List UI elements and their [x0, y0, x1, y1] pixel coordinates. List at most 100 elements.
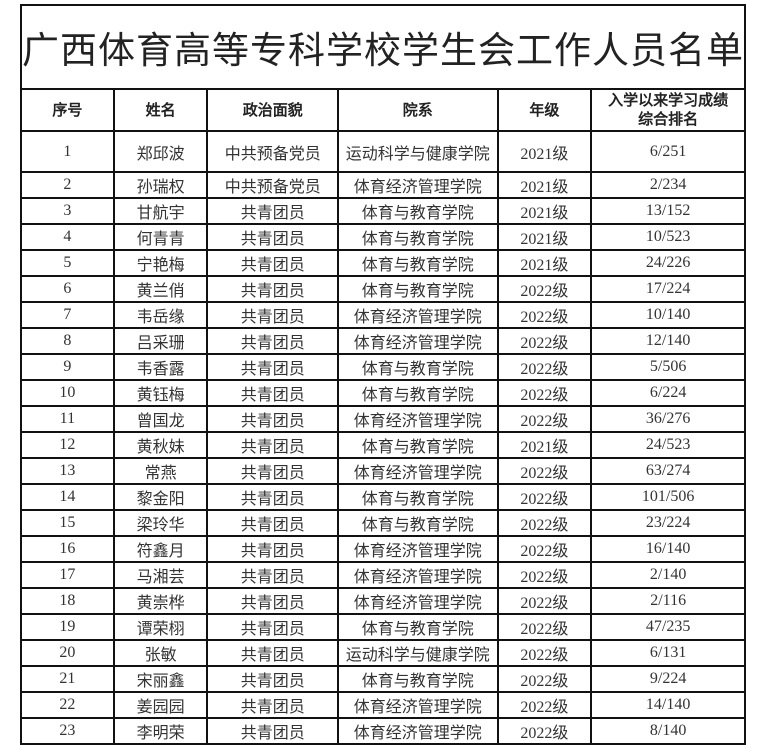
cell-political-status: 共青团员: [206, 665, 340, 693]
cell-name: 曾国龙: [112, 405, 209, 433]
table-row: 5 宁艳梅 共青团员 体育与教育学院 2021级 24/226: [20, 249, 746, 277]
table-row: 22 姜园园 共青团员 体育经济管理学院 2022级 14/140: [20, 691, 746, 719]
table-row: 23 李明荣 共青团员 体育经济管理学院 2022级 8/140: [20, 717, 746, 745]
cell-department: 体育经济管理学院: [337, 457, 499, 485]
cell-department: 运动科学与健康学院: [337, 639, 499, 667]
table-row: 1 郑邱波 中共预备党员 运动科学与健康学院 2021级 6/251: [20, 130, 746, 173]
cell-department: 体育经济管理学院: [337, 561, 499, 589]
cell-ranking: 5/506: [590, 353, 746, 381]
cell-grade: 2022级: [496, 405, 593, 433]
table-row: 3 甘航宇 共青团员 体育与教育学院 2021级 13/152: [20, 197, 746, 225]
table-row: 7 韦岳缘 共青团员 体育经济管理学院 2022级 10/140: [20, 301, 746, 329]
cell-department: 体育经济管理学院: [337, 301, 499, 329]
cell-grade: 2022级: [496, 613, 593, 641]
cell-index: 2: [20, 171, 115, 199]
table-row: 12 黄秋妹 共青团员 体育与教育学院 2021级 24/523: [20, 431, 746, 459]
cell-grade: 2022级: [496, 327, 593, 355]
cell-political-status: 共青团员: [206, 249, 340, 277]
cell-grade: 2022级: [496, 509, 593, 537]
cell-index: 10: [20, 379, 115, 407]
cell-ranking: 14/140: [590, 691, 746, 719]
table-row: 2 孙瑞权 中共预备党员 体育经济管理学院 2021级 2/234: [20, 171, 746, 199]
cell-name: 符鑫月: [112, 535, 209, 563]
cell-political-status: 共青团员: [206, 717, 340, 745]
cell-department: 体育与教育学院: [337, 379, 499, 407]
cell-ranking: 2/234: [590, 171, 746, 199]
cell-grade: 2022级: [496, 665, 593, 693]
cell-grade: 2022级: [496, 561, 593, 589]
document-title: 广西体育高等专科学校学生会工作人员名单: [20, 4, 746, 88]
table-row: 4 何青青 共青团员 体育与教育学院 2021级 10/523: [20, 223, 746, 251]
cell-political-status: 共青团员: [206, 639, 340, 667]
cell-political-status: 共青团员: [206, 223, 340, 251]
cell-department: 体育经济管理学院: [337, 535, 499, 563]
cell-index: 12: [20, 431, 115, 459]
cell-index: 9: [20, 353, 115, 381]
cell-index: 11: [20, 405, 115, 433]
cell-index: 8: [20, 327, 115, 355]
cell-department: 体育与教育学院: [337, 483, 499, 511]
cell-index: 20: [20, 639, 115, 667]
cell-name: 吕采珊: [112, 327, 209, 355]
cell-name: 张敏: [112, 639, 209, 667]
cell-grade: 2022级: [496, 483, 593, 511]
cell-ranking: 16/140: [590, 535, 746, 563]
cell-ranking: 6/224: [590, 379, 746, 407]
cell-ranking: 17/224: [590, 275, 746, 303]
cell-ranking: 24/226: [590, 249, 746, 277]
cell-department: 体育经济管理学院: [337, 587, 499, 615]
cell-index: 17: [20, 561, 115, 589]
cell-index: 18: [20, 587, 115, 615]
cell-department: 体育经济管理学院: [337, 691, 499, 719]
table-header-row: 序号 姓名 政治面貌 院系 年级 入学以来学习成绩综合排名: [20, 88, 746, 132]
cell-name: 宋丽鑫: [112, 665, 209, 693]
cell-department: 体育与教育学院: [337, 665, 499, 693]
cell-department: 体育与教育学院: [337, 197, 499, 225]
cell-political-status: 共青团员: [206, 457, 340, 485]
cell-index: 1: [20, 130, 115, 173]
header-grade: 年级: [496, 88, 593, 132]
table-row: 20 张敏 共青团员 运动科学与健康学院 2022级 6/131: [20, 639, 746, 667]
cell-name: 李明荣: [112, 717, 209, 745]
cell-ranking: 12/140: [590, 327, 746, 355]
cell-political-status: 共青团员: [206, 535, 340, 563]
member-table: 序号 姓名 政治面貌 院系 年级 入学以来学习成绩综合排名 1 郑邱波 中共预备党员…: [20, 88, 746, 745]
table-row: 16 符鑫月 共青团员 体育经济管理学院 2022级 16/140: [20, 535, 746, 563]
cell-political-status: 共青团员: [206, 301, 340, 329]
cell-name: 黄兰俏: [112, 275, 209, 303]
cell-grade: 2022级: [496, 457, 593, 485]
cell-name: 何青青: [112, 223, 209, 251]
table-row: 11 曾国龙 共青团员 体育经济管理学院 2022级 36/276: [20, 405, 746, 433]
cell-political-status: 共青团员: [206, 405, 340, 433]
cell-department: 体育与教育学院: [337, 223, 499, 251]
cell-ranking: 47/235: [590, 613, 746, 641]
cell-department: 体育与教育学院: [337, 353, 499, 381]
cell-index: 5: [20, 249, 115, 277]
cell-political-status: 共青团员: [206, 353, 340, 381]
cell-political-status: 共青团员: [206, 483, 340, 511]
cell-department: 体育与教育学院: [337, 613, 499, 641]
cell-ranking: 9/224: [590, 665, 746, 693]
cell-name: 黄秋妹: [112, 431, 209, 459]
cell-index: 7: [20, 301, 115, 329]
cell-grade: 2021级: [496, 431, 593, 459]
cell-political-status: 共青团员: [206, 197, 340, 225]
cell-grade: 2022级: [496, 691, 593, 719]
cell-index: 6: [20, 275, 115, 303]
cell-index: 13: [20, 457, 115, 485]
cell-ranking: 10/140: [590, 301, 746, 329]
cell-grade: 2021级: [496, 197, 593, 225]
table-row: 17 马湘芸 共青团员 体育经济管理学院 2022级 2/140: [20, 561, 746, 589]
cell-department: 体育经济管理学院: [337, 327, 499, 355]
cell-political-status: 共青团员: [206, 587, 340, 615]
cell-department: 体育经济管理学院: [337, 405, 499, 433]
cell-ranking: 8/140: [590, 717, 746, 745]
table-row: 15 梁玲华 共青团员 体育与教育学院 2022级 23/224: [20, 509, 746, 537]
cell-ranking: 6/251: [590, 130, 746, 173]
cell-ranking: 101/506: [590, 483, 746, 511]
cell-grade: 2021级: [496, 249, 593, 277]
cell-ranking: 24/523: [590, 431, 746, 459]
cell-ranking: 2/140: [590, 561, 746, 589]
table-row: 13 常燕 共青团员 体育经济管理学院 2022级 63/274: [20, 457, 746, 485]
cell-index: 23: [20, 717, 115, 745]
